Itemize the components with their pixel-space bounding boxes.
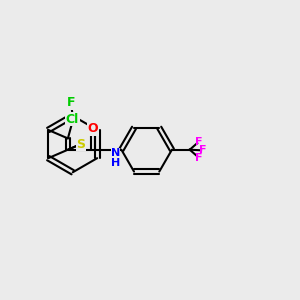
Text: N
H: N H (111, 148, 120, 168)
Text: O: O (88, 122, 98, 135)
Text: F: F (195, 137, 202, 147)
Text: F: F (200, 145, 207, 155)
Text: F: F (67, 96, 76, 109)
Text: F: F (195, 153, 202, 163)
Text: Cl: Cl (66, 112, 79, 126)
Text: S: S (76, 138, 85, 151)
